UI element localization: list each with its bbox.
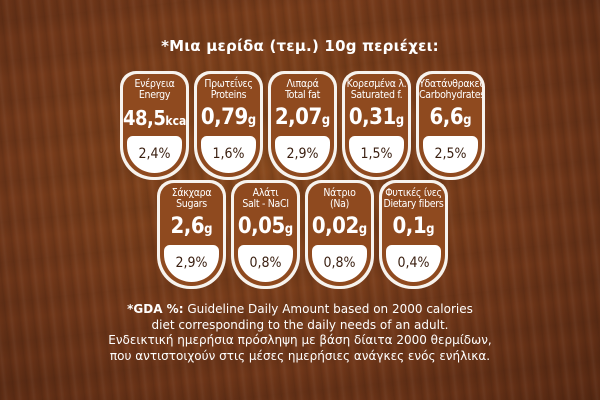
fibers-value: 0,1g: [382, 214, 445, 243]
carbohydrates-gda: 2,5%: [423, 136, 478, 173]
carbohydrates-label-el: Υδατάνθρακες: [419, 78, 482, 90]
fat-value: 2,07g: [271, 105, 334, 134]
footnote-line-3: Ενδεικτική ημερήσια πρόσληψη με βάση δία…: [108, 333, 492, 347]
serving-title: *Μια μερίδα (τεμ.) 10g περιέχει:: [161, 37, 439, 55]
energy-number: 48,5: [123, 106, 166, 130]
sodium-number: 0,02: [311, 214, 359, 239]
energy-unit: kcal: [165, 114, 186, 128]
sodium-label-en: (Na): [329, 198, 350, 210]
carbohydrates-label-en: Carbohydrates: [419, 89, 482, 101]
sugars-label-el: Σάκχαρα: [171, 187, 212, 199]
sugars-badge: Σάκχαρα Sugars 2,6g 2,9%: [157, 180, 226, 289]
proteins-unit: g: [247, 113, 257, 128]
fat-gda: 2,9%: [275, 136, 330, 173]
proteins-value: 0,79g: [197, 105, 260, 134]
sugars-gda: 2,9%: [164, 245, 219, 282]
energy-label-en: Energy: [138, 89, 171, 101]
proteins-gda: 1,6%: [201, 136, 256, 173]
sodium-badge: Νάτριο (Na) 0,02g 0,8%: [305, 180, 374, 289]
sugars-number: 2,6: [170, 214, 205, 239]
energy-gda: 2,4%: [127, 136, 182, 173]
proteins-label-en: Proteins: [210, 89, 247, 101]
salt-unit: g: [284, 222, 294, 237]
footnote-line-2: diet corresponding to the daily needs of…: [151, 317, 449, 332]
carbohydrates-value: 6,6g: [419, 105, 482, 134]
fibers-number: 0,1: [392, 214, 427, 239]
sodium-unit: g: [358, 222, 368, 237]
fat-label-el: Λιπαρά: [286, 78, 319, 90]
saturated-fat-unit: g: [395, 113, 405, 128]
footnote-line-1-text: Guideline Daily Amount based on 2000 cal…: [183, 302, 473, 316]
saturated-fat-badge: Κορεσμένα λ. Saturated f. 0,31g 1,5%: [342, 71, 411, 180]
fat-label-en: Total fat: [285, 89, 320, 101]
saturated-fat-value: 0,31g: [345, 105, 408, 134]
fibers-gda: 0,4%: [386, 245, 441, 282]
fibers-unit: g: [426, 222, 435, 237]
energy-value: 48,5kcal: [123, 105, 186, 134]
sodium-value: 0,02g: [308, 214, 371, 243]
gda-footnote: *GDA %: Guideline Daily Amount based on …: [0, 302, 600, 364]
sugars-value: 2,6g: [160, 214, 223, 243]
proteins-label-el: Πρωτεΐνες: [204, 78, 253, 90]
salt-label-en: Salt - NaCl: [242, 198, 289, 210]
salt-value: 0,05g: [234, 214, 297, 243]
sugars-label-en: Sugars: [176, 198, 207, 210]
gda-prefix: *GDA %:: [127, 302, 184, 316]
proteins-number: 0,79: [200, 105, 248, 130]
salt-label-el: Αλάτι: [252, 187, 279, 199]
saturated-fat-label-en: Saturated f.: [350, 89, 403, 101]
sodium-label-el: Νάτριο: [323, 187, 356, 199]
fat-badge: Λιπαρά Total fat 2,07g 2,9%: [268, 71, 337, 180]
salt-gda: 0,8%: [238, 245, 293, 282]
fat-unit: g: [321, 113, 331, 128]
footnote-line-1: *GDA %: Guideline Daily Amount based on …: [0, 302, 600, 318]
salt-badge: Αλάτι Salt - NaCl 0,05g 0,8%: [231, 180, 300, 289]
fibers-label-en: Dietary fibers: [383, 198, 444, 210]
footnote-line-4: που αντιστοιχούν στις μέσες ημερήσιες αν…: [109, 348, 491, 363]
sugars-unit: g: [204, 222, 213, 237]
energy-badge: Ενέργεια Energy 48,5kcal 2,4%: [120, 71, 189, 180]
saturated-fat-gda: 1,5%: [349, 136, 404, 173]
proteins-badge: Πρωτεΐνες Proteins 0,79g 1,6%: [194, 71, 263, 180]
sodium-gda: 0,8%: [312, 245, 367, 282]
carbohydrates-unit: g: [463, 113, 472, 128]
energy-label-el: Ενέργεια: [134, 78, 175, 90]
salt-number: 0,05: [237, 214, 285, 239]
fat-number: 2,07: [274, 105, 322, 130]
saturated-fat-label-el: Κορεσμένα λ.: [346, 78, 407, 90]
carbohydrates-number: 6,6: [429, 105, 464, 130]
fibers-badge: Φυτικές ίνες Dietary fibers 0,1g 0,4%: [379, 180, 448, 289]
carbohydrates-badge: Υδατάνθρακες Carbohydrates 6,6g 2,5%: [416, 71, 485, 180]
fibers-label-el: Φυτικές ίνες: [385, 187, 442, 199]
saturated-fat-number: 0,31: [348, 105, 396, 130]
